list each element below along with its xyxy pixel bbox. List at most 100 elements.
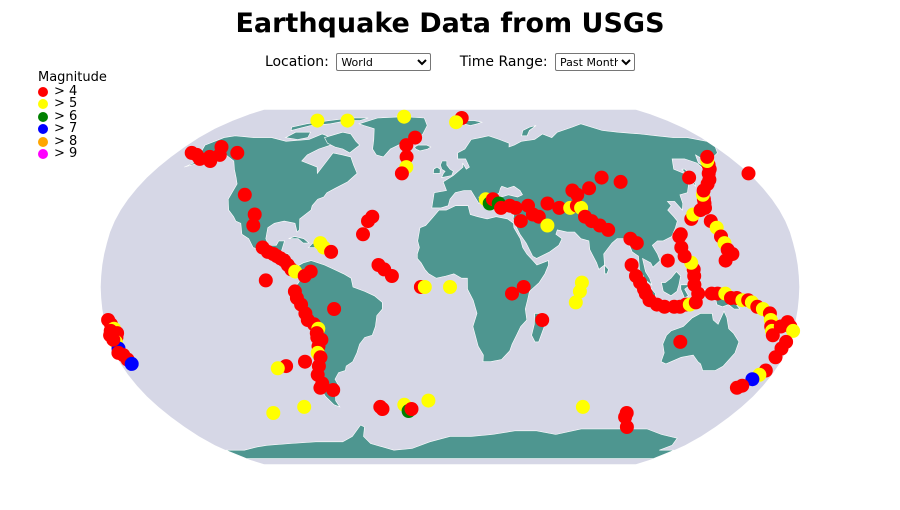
map-container xyxy=(0,78,900,506)
landmass-arctic-islands xyxy=(290,117,369,131)
earthquake-marker[interactable] xyxy=(594,170,609,185)
earthquake-marker[interactable] xyxy=(270,361,285,376)
earthquake-marker[interactable] xyxy=(575,399,590,414)
earthquake-marker[interactable] xyxy=(399,138,414,153)
earthquake-marker[interactable] xyxy=(568,295,583,310)
earthquake-marker[interactable] xyxy=(399,149,414,164)
earthquake-marker[interactable] xyxy=(394,166,409,181)
earthquake-marker[interactable] xyxy=(540,218,555,233)
landmass-north-america xyxy=(184,133,358,272)
landmass-ireland xyxy=(433,166,441,174)
earthquake-marker[interactable] xyxy=(540,196,555,211)
page-title: Earthquake Data from USGS xyxy=(235,8,665,39)
earthquake-marker[interactable] xyxy=(303,264,318,279)
earthquake-marker[interactable] xyxy=(601,222,616,237)
legend-label: > 4 xyxy=(54,83,78,99)
earthquake-marker[interactable] xyxy=(258,273,273,288)
earthquake-marker[interactable] xyxy=(230,145,245,160)
earthquake-marker[interactable] xyxy=(674,240,689,255)
earthquake-marker[interactable] xyxy=(297,399,312,414)
earthquake-marker[interactable] xyxy=(246,218,261,233)
earthquake-marker[interactable] xyxy=(552,200,567,215)
location-select[interactable]: World xyxy=(336,53,432,71)
earthquake-marker[interactable] xyxy=(619,420,634,434)
earthquake-marker[interactable] xyxy=(356,227,370,242)
earthquake-marker[interactable] xyxy=(375,402,390,416)
legend-item: > 8 xyxy=(38,135,107,149)
earthquake-marker[interactable] xyxy=(417,280,432,294)
earthquake-marker[interactable] xyxy=(729,380,744,395)
legend-label: > 6 xyxy=(54,108,78,124)
legend-item: > 5 xyxy=(38,96,107,111)
earthquake-marker[interactable] xyxy=(327,302,342,316)
earthquake-marker[interactable] xyxy=(214,140,229,154)
legend-swatch xyxy=(38,99,48,110)
landmass-borneo xyxy=(661,271,681,297)
legend-item: > 7 xyxy=(38,121,107,136)
earthquake-marker[interactable] xyxy=(449,115,464,130)
earthquake-marker[interactable] xyxy=(682,170,697,185)
legend-item: > 4 xyxy=(38,83,107,99)
earthquake-marker[interactable] xyxy=(247,207,262,222)
landmass-africa xyxy=(417,205,549,362)
earthquake-marker[interactable] xyxy=(106,332,121,347)
legend-label: > 7 xyxy=(54,121,78,136)
earthquake-marker[interactable] xyxy=(310,113,325,128)
legend-items: > 4 > 5 > 6 > 7 > 8 > 9 xyxy=(38,83,107,161)
landmass-victoria-island xyxy=(284,131,311,140)
earthquake-marker[interactable] xyxy=(313,380,328,395)
earthquake-marker[interactable] xyxy=(779,334,794,349)
earthquake-marker[interactable] xyxy=(700,149,715,164)
earthquake-marker[interactable] xyxy=(624,258,639,272)
earthquake-marker[interactable] xyxy=(629,236,644,251)
earthquake-marker[interactable] xyxy=(673,334,688,349)
earthquake-marker[interactable] xyxy=(535,313,550,327)
earthquake-marker[interactable] xyxy=(324,244,339,259)
earthquake-marker[interactable] xyxy=(421,393,436,408)
legend-item: > 9 xyxy=(38,146,107,161)
earthquake-marker[interactable] xyxy=(768,350,783,365)
earthquake-marker[interactable] xyxy=(365,209,380,224)
legend-label: > 9 xyxy=(54,146,78,161)
time-range-select[interactable]: Past Month xyxy=(555,53,636,71)
landmass-sri-lanka xyxy=(604,264,609,275)
earthquake-marker[interactable] xyxy=(516,280,531,294)
earthquake-marker[interactable] xyxy=(613,174,628,189)
time-range-label: Time Range: xyxy=(459,53,548,70)
earthquake-marker[interactable] xyxy=(237,187,252,202)
earthquake-marker[interactable] xyxy=(673,227,688,242)
earthquake-marker[interactable] xyxy=(266,406,281,420)
earthquake-marker[interactable] xyxy=(741,166,756,181)
earthquake-marker[interactable] xyxy=(582,181,597,196)
earthquake-marker[interactable] xyxy=(326,383,341,397)
earthquake-marker[interactable] xyxy=(203,154,218,168)
legend-item: > 6 xyxy=(38,108,107,124)
earthquake-marker[interactable] xyxy=(660,253,675,268)
earthquake-marker[interactable] xyxy=(340,113,355,128)
earthquake-marker[interactable] xyxy=(404,402,419,416)
earthquake-marker[interactable] xyxy=(505,286,519,301)
earthquake-marker[interactable] xyxy=(718,253,733,268)
landmass-novaya-zemlya xyxy=(521,125,537,137)
earthquake-marker[interactable] xyxy=(570,187,585,202)
earthquake-marker[interactable] xyxy=(786,323,801,338)
location-control: Location: World xyxy=(264,53,432,71)
legend-label: > 5 xyxy=(54,96,78,111)
location-label: Location: xyxy=(264,53,329,70)
earthquake-marker[interactable] xyxy=(397,109,412,124)
earthquake-marker[interactable] xyxy=(124,356,139,371)
earthquake-markers[interactable] xyxy=(101,109,801,434)
controls-bar: Location: World Time Range: Past Month xyxy=(0,53,900,71)
earthquake-marker[interactable] xyxy=(508,200,523,215)
world-map[interactable] xyxy=(0,78,900,506)
earthquake-marker[interactable] xyxy=(572,284,587,299)
earthquake-marker[interactable] xyxy=(298,354,312,369)
earthquake-marker[interactable] xyxy=(657,299,672,314)
landmass-great-britain xyxy=(440,160,454,179)
earthquake-marker[interactable] xyxy=(513,214,528,229)
earthquake-marker[interactable] xyxy=(313,236,328,251)
earthquake-marker[interactable] xyxy=(745,372,760,387)
earthquake-marker[interactable] xyxy=(531,209,546,224)
earthquake-marker[interactable] xyxy=(443,280,457,294)
earthquake-marker[interactable] xyxy=(384,269,399,283)
